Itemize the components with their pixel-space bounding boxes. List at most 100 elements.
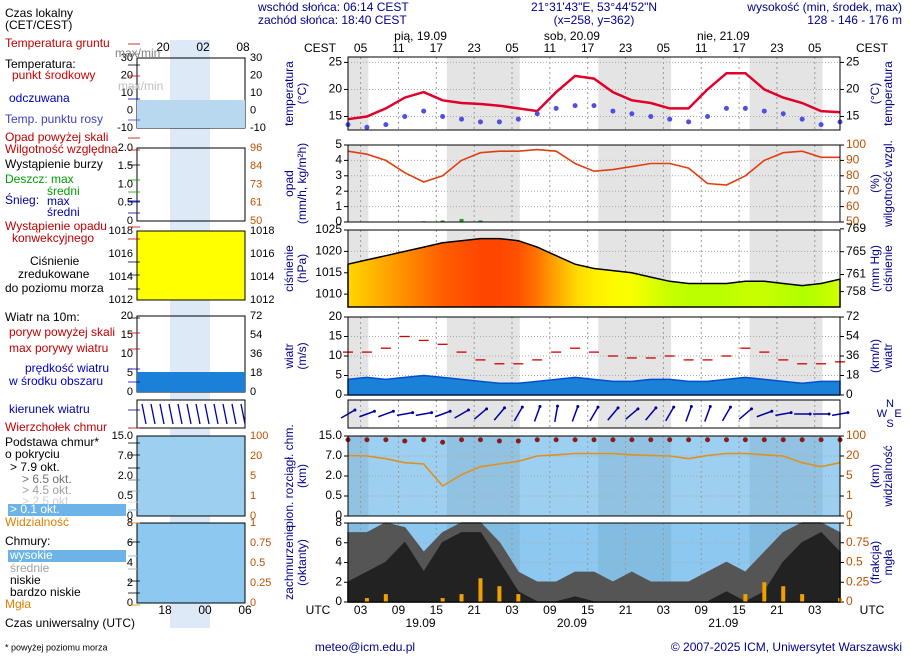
y-tick-label: 1 [335, 199, 342, 213]
y-tick-label: 25 [329, 55, 343, 69]
mini-tick-label: 15 [121, 329, 133, 341]
legend-text: > 6.5 okt. [22, 472, 72, 486]
y-tick-label: 8 [335, 515, 342, 529]
height-title: wysokość (min, środek, max) [746, 0, 902, 14]
y-tick-label: 0 [335, 214, 342, 228]
mini-tick-label: 0 [127, 104, 133, 116]
series-dot [705, 113, 711, 119]
y2-tick-label: 72 [846, 309, 860, 323]
wind-arrow-head [770, 409, 774, 413]
mini-panel [136, 147, 246, 222]
y-tick-label: 15.0 [319, 428, 343, 442]
mini-time-label: 06 [238, 603, 252, 617]
legend-text: o pokryciu [5, 447, 60, 461]
series-dot [515, 116, 521, 122]
series-dot [440, 439, 446, 445]
y2-tick-label: 0.5 [846, 555, 863, 569]
y2-axis-label: mgła [881, 549, 895, 575]
wind-arrow-head [636, 407, 640, 411]
mini-panel [136, 230, 246, 301]
y2-tick-label: 0 [846, 508, 853, 522]
y2-axis-label: widzialność [881, 445, 895, 507]
y-tick-label: 0 [335, 387, 342, 401]
mini-tick-label: -10 [117, 122, 133, 134]
wind-arrow-head [728, 405, 732, 409]
series-dot [742, 437, 748, 443]
x-tick-label: 03 [808, 603, 822, 617]
y-tick-label: 7.0 [325, 448, 342, 462]
mini-tick-label: 0 [250, 104, 256, 116]
x-tick-label: 11 [695, 41, 708, 55]
mini-tick-label: 0 [127, 510, 133, 522]
mini-time-label: 20 [156, 40, 170, 54]
mini-tick-label: 73 [250, 178, 262, 190]
mini-tick-label: 1012 [250, 294, 274, 306]
x-tick-label: 03 [505, 603, 519, 617]
series-area [347, 374, 841, 396]
wind-arrow [434, 410, 451, 418]
mini-tick-label: 36 [250, 348, 262, 360]
legend-text: wysokie [9, 548, 53, 562]
mini-tick-label: 84 [250, 160, 262, 172]
legend-text: średni [47, 205, 80, 219]
y-tick-label: 1015 [315, 265, 342, 279]
wind-arrow-head [596, 405, 600, 409]
mini-tick-label: 1016 [250, 248, 274, 260]
legend-text: Wilgotność względna [5, 142, 118, 156]
mini-tick-label: 0.25 [250, 577, 271, 589]
mini-tick-label: 30 [250, 52, 262, 64]
wind-arrow-head [466, 408, 470, 412]
x-tick-label: 21 [467, 603, 481, 617]
y2-tick-label: 761 [846, 267, 866, 281]
wind-arrow [473, 408, 488, 420]
mini-tick-label: 10 [121, 87, 133, 99]
y2-tick-label: 60 [846, 199, 860, 213]
legend-text: konwekcyjnego [12, 231, 94, 245]
y-axis-label: (°C) [295, 83, 309, 104]
mini-tick-label: 0.5 [118, 197, 133, 209]
night-band [598, 57, 672, 130]
series-dot [629, 111, 635, 117]
series-dot [534, 437, 540, 443]
x-tick-label: 23 [467, 41, 481, 55]
wind-arrow-head [672, 405, 676, 409]
y-axis-label: zachmurzenie [282, 525, 296, 600]
mini-arrow [177, 403, 183, 425]
series-bar [497, 586, 502, 602]
y2-tick-label: 1 [846, 488, 853, 502]
wind-arrow-head [846, 411, 850, 415]
mini-time-label: 08 [236, 40, 250, 54]
date-label: 20.09 [557, 616, 587, 630]
series-dot [742, 105, 748, 111]
mini-tick-label: 20 [250, 69, 262, 81]
legend-text: odczuwana [9, 91, 70, 105]
wind-arrow [607, 407, 619, 421]
series-dot [477, 119, 483, 125]
email[interactable]: meteo@icm.edu.pl [315, 640, 415, 654]
night-band [446, 145, 520, 222]
y2-axis-label: (km) [868, 464, 882, 488]
wind-arrow [554, 405, 559, 423]
y-tick-label: 0.5 [325, 488, 342, 502]
series-dot [818, 122, 824, 128]
x-tick-label: 15 [581, 603, 595, 617]
series-dot [610, 437, 616, 443]
y2-tick-label: 70 [846, 183, 860, 197]
x-tick-label: 09 [695, 603, 709, 617]
y-tick-label: 0 [335, 508, 342, 522]
legend-text: Temp. punktu rosy [5, 112, 103, 126]
mini-tick-label: 1.0 [118, 178, 133, 190]
mini-tick-label: 10 [250, 87, 262, 99]
y-axis-label: (oktanty) [295, 539, 309, 586]
mini-tick-label: 100 [250, 430, 268, 442]
series-dot [667, 437, 673, 443]
series-dot [402, 438, 408, 444]
x-tick-label: 15 [732, 603, 746, 617]
series-dot [591, 437, 597, 443]
y-tick-label: 1010 [315, 286, 342, 300]
legend-text: max [47, 194, 70, 208]
sunset: zachód słońca: 18:40 CEST [258, 13, 407, 27]
mini-tick-label: 0 [250, 510, 256, 522]
mini-panel [136, 435, 246, 517]
